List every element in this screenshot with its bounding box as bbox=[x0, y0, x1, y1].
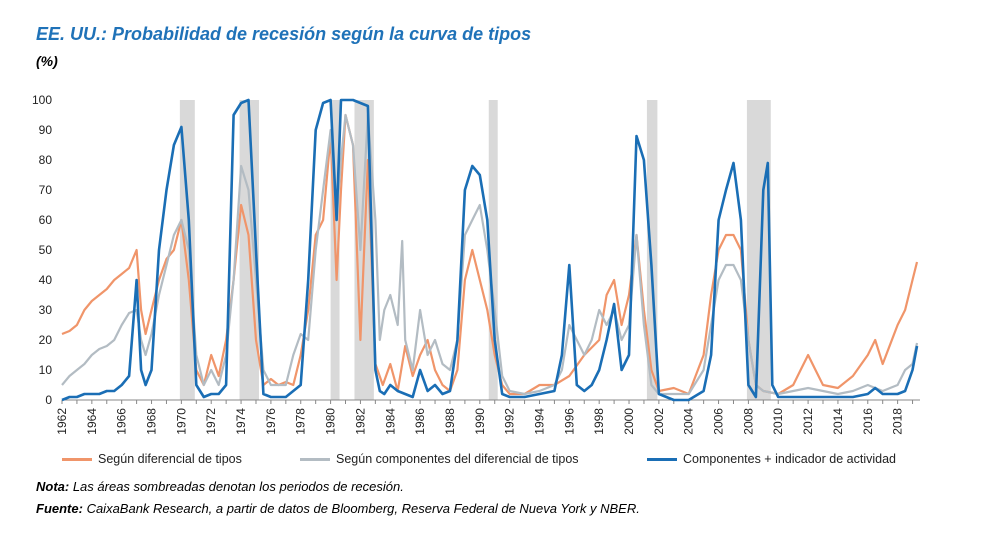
x-tick-label: 1980 bbox=[324, 408, 338, 435]
y-axis-unit: (%) bbox=[36, 53, 58, 69]
x-tick-label: 1970 bbox=[174, 408, 188, 435]
x-tick-label: 1966 bbox=[115, 408, 129, 435]
y-tick-label: 90 bbox=[39, 123, 53, 137]
legend-swatch-series-1 bbox=[62, 457, 92, 461]
series-line-3 bbox=[61, 98, 919, 402]
note-label: Nota: bbox=[36, 479, 70, 494]
y-tick-label: 60 bbox=[39, 213, 53, 227]
legend-label-series-1: Según diferencial de tipos bbox=[98, 452, 242, 466]
x-tick-label: 1976 bbox=[264, 408, 278, 435]
x-tick-label: 1978 bbox=[294, 408, 308, 435]
series-line-2 bbox=[61, 113, 919, 396]
recession-band-6 bbox=[646, 100, 658, 400]
x-tick-label: 1982 bbox=[353, 408, 367, 435]
x-axis: 1962 1964 1966 1968 1970 1972 1974 1976 1978 1980… bbox=[55, 399, 920, 435]
x-tick-label: 2014 bbox=[831, 408, 845, 435]
x-tick-label: 1968 bbox=[145, 408, 159, 435]
x-tick-label: 1962 bbox=[55, 408, 69, 435]
x-tick-label: 1986 bbox=[413, 408, 427, 435]
x-tick-label: 2000 bbox=[622, 408, 636, 435]
x-tick-label: 1992 bbox=[503, 408, 517, 435]
y-tick-label: 0 bbox=[45, 393, 52, 407]
recession-band-1 bbox=[179, 100, 195, 400]
y-axis: 0 10 20 30 40 50 60 70 80 90 100 bbox=[32, 93, 52, 407]
x-tick-label: 2018 bbox=[891, 408, 905, 435]
legend-item-series-2: Según componentes del diferencial de tip… bbox=[300, 452, 579, 466]
source-label: Fuente: bbox=[36, 501, 83, 516]
x-tick-label: 2006 bbox=[712, 408, 726, 435]
legend: Según diferencial de tipos Según compone… bbox=[52, 452, 952, 472]
x-tick-label: 1988 bbox=[443, 408, 457, 435]
source-text: CaixaBank Research, a partir de datos de… bbox=[82, 501, 640, 516]
x-tick-label: 2004 bbox=[682, 408, 696, 435]
legend-label-series-3: Componentes + indicador de actividad bbox=[683, 452, 896, 466]
x-tick-label: 2002 bbox=[652, 408, 666, 435]
recession-band-5 bbox=[488, 100, 498, 400]
legend-item-series-1: Según diferencial de tipos bbox=[62, 452, 242, 466]
x-tick-label: 1994 bbox=[532, 408, 546, 435]
y-tick-label: 20 bbox=[39, 333, 53, 347]
y-tick-label: 100 bbox=[32, 93, 52, 107]
chart-title: EE. UU.: Probabilidad de recesión según … bbox=[36, 24, 532, 44]
x-tick-label: 2008 bbox=[741, 408, 755, 435]
recession-shading bbox=[179, 100, 771, 400]
y-tick-label: 70 bbox=[39, 183, 53, 197]
x-tick-label: 2012 bbox=[801, 408, 815, 435]
footnote: Nota: Las áreas sombreadas denotan los p… bbox=[36, 479, 404, 494]
y-tick-label: 10 bbox=[39, 363, 53, 377]
x-tick-label: 2016 bbox=[861, 408, 875, 435]
note-text: Las áreas sombreadas denotan los periodo… bbox=[69, 479, 404, 494]
legend-swatch-series-2 bbox=[300, 457, 330, 461]
x-tick-label: 1964 bbox=[85, 408, 99, 435]
x-tick-label: 1974 bbox=[234, 408, 248, 435]
legend-swatch-series-3 bbox=[647, 457, 677, 461]
legend-item-series-3: Componentes + indicador de actividad bbox=[647, 452, 896, 466]
y-tick-label: 50 bbox=[39, 243, 53, 257]
y-tick-label: 30 bbox=[39, 303, 53, 317]
series-lines bbox=[61, 98, 919, 402]
x-tick-label: 1996 bbox=[562, 408, 576, 435]
x-tick-label: 1990 bbox=[473, 408, 487, 435]
source-line: Fuente: CaixaBank Research, a partir de … bbox=[36, 501, 640, 516]
x-tick-label: 1972 bbox=[204, 408, 218, 435]
x-tick-label: 2010 bbox=[771, 408, 785, 435]
legend-label-series-2: Según componentes del diferencial de tip… bbox=[336, 452, 579, 466]
y-tick-label: 40 bbox=[39, 273, 53, 287]
y-tick-label: 80 bbox=[39, 153, 53, 167]
x-tick-label: 1998 bbox=[592, 408, 606, 435]
x-tick-label: 1984 bbox=[383, 408, 397, 435]
